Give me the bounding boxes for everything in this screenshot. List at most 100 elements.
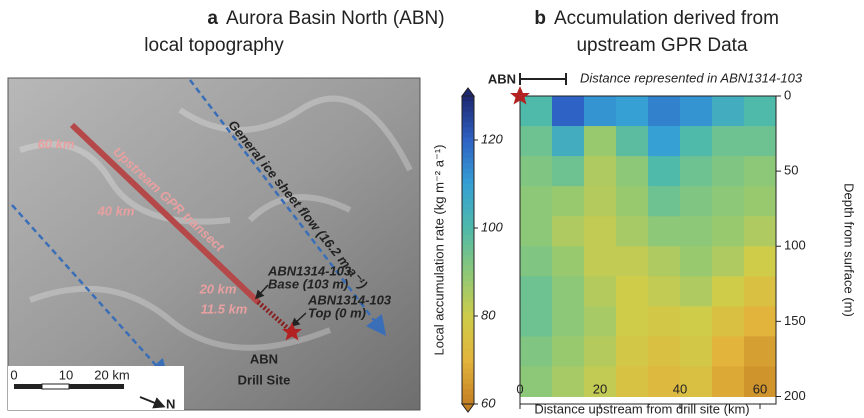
colorbar-step [462, 178, 474, 184]
heatmap-cell [584, 96, 617, 127]
colorbar-step [462, 142, 474, 148]
site-star [510, 86, 530, 105]
heatmap-cell [744, 276, 777, 307]
heatmap-cell [552, 306, 585, 337]
relief-texture [19, 95, 413, 351]
colorbar-step [462, 285, 474, 292]
colorbar-tick-label: 100 [481, 219, 503, 234]
colorbar-step [462, 265, 474, 272]
site-star [282, 322, 302, 341]
heatmap-cell [680, 96, 713, 127]
heatmap-cell [744, 156, 777, 187]
chart-title: Accumulation derived from [554, 8, 779, 29]
colorbar-step [462, 327, 474, 333]
heatmap-cell [648, 186, 681, 217]
y-tick-label: 100 [784, 238, 806, 253]
colorbar-step [462, 183, 474, 189]
colorbar-tick-label: 60 [481, 395, 496, 410]
plot-frame [519, 95, 777, 405]
colorbar-step [462, 116, 474, 123]
heatmap-cell [648, 246, 681, 277]
site-label: Drill Site [238, 372, 291, 387]
colorbar-step [462, 121, 474, 128]
y-tick-label: 50 [784, 163, 798, 178]
heatmap-cell [680, 216, 713, 247]
heatmap-cell [680, 186, 713, 217]
site-label: ABN [250, 351, 278, 366]
heatmap-cell [712, 96, 745, 127]
colorbar-step [462, 208, 474, 215]
x-axis-label: Distance upstream from drill site (km) [534, 401, 749, 416]
distance-label: 40 km [97, 203, 135, 218]
panel-label: b [534, 8, 546, 29]
colorbar-step [462, 198, 474, 205]
heatmap-cell [584, 126, 617, 157]
north-label: N [166, 396, 175, 411]
pointer [254, 284, 269, 300]
colorbar-step [462, 96, 474, 102]
colorbar-step [462, 373, 474, 379]
heatmap-cell [712, 306, 745, 337]
heatmap-cell [616, 366, 649, 397]
heatmap-cell [520, 366, 553, 397]
heatmap-cell [616, 336, 649, 367]
heatmap-cell [520, 246, 553, 277]
heatmap-cell [680, 366, 713, 397]
x-tick-label: 40 [673, 381, 687, 396]
heatmap-cell [584, 246, 617, 277]
distance-label: 11.5 km [201, 301, 248, 316]
heatmap-cell [712, 246, 745, 277]
heatmap-cell [584, 156, 617, 187]
colorbar-step [462, 388, 474, 395]
core-segment [256, 300, 294, 334]
colorbar-step [462, 250, 474, 256]
colorbar-step [462, 126, 474, 133]
chart-title: upstream GPR Data [576, 35, 747, 56]
heatmap-cell [520, 276, 553, 307]
heatmap-cell [680, 306, 713, 337]
colorbar-step [462, 157, 474, 164]
heatmap-cell [616, 156, 649, 187]
heatmap-cell [744, 366, 777, 397]
heatmap-cell [648, 336, 681, 367]
colorbar-step [462, 188, 474, 195]
heatmap-cell [680, 156, 713, 187]
heatmap-cell [520, 336, 553, 367]
heatmap-cell [552, 216, 585, 247]
heatmap-cell [584, 306, 617, 337]
colorbar-step [462, 332, 474, 338]
colorbar-step [462, 255, 474, 261]
heatmap-cell [744, 96, 777, 127]
core-label: ABN1314-103 [267, 263, 352, 278]
distance-label: 20 km [199, 281, 237, 296]
heatmap-cell [552, 246, 585, 277]
colorbar-step [462, 147, 474, 153]
colorbar-step [462, 342, 474, 349]
colorbar-step [462, 352, 474, 359]
heatmap-cell [680, 336, 713, 367]
heatmap-cell [744, 216, 777, 247]
colorbar-step [462, 111, 474, 118]
map-title: local topography [144, 35, 284, 56]
colorbar-step [462, 393, 474, 400]
scale-label: 0 [10, 367, 17, 382]
colorbar-step [462, 362, 474, 369]
heatmap-cell [712, 366, 745, 397]
heatmap-cell [520, 156, 553, 187]
heatmap-cell [616, 186, 649, 217]
heatmap-cell [712, 186, 745, 217]
colorbar-step [462, 131, 474, 138]
x-tick-label: 0 [516, 381, 523, 396]
y-axis-label: Depth from surface (m) [842, 183, 857, 317]
scale-label: 10 [59, 367, 73, 382]
heatmap-cell [648, 96, 681, 127]
heatmap-cell [552, 366, 585, 397]
core-label: Base (103 m) [268, 276, 348, 291]
colorbar-step [462, 173, 474, 179]
heatmap-cell [552, 156, 585, 187]
scale-bar [41, 383, 70, 390]
colorbar-step [462, 316, 474, 323]
heatmap-cell [616, 96, 649, 127]
colorbar-step [462, 101, 474, 107]
